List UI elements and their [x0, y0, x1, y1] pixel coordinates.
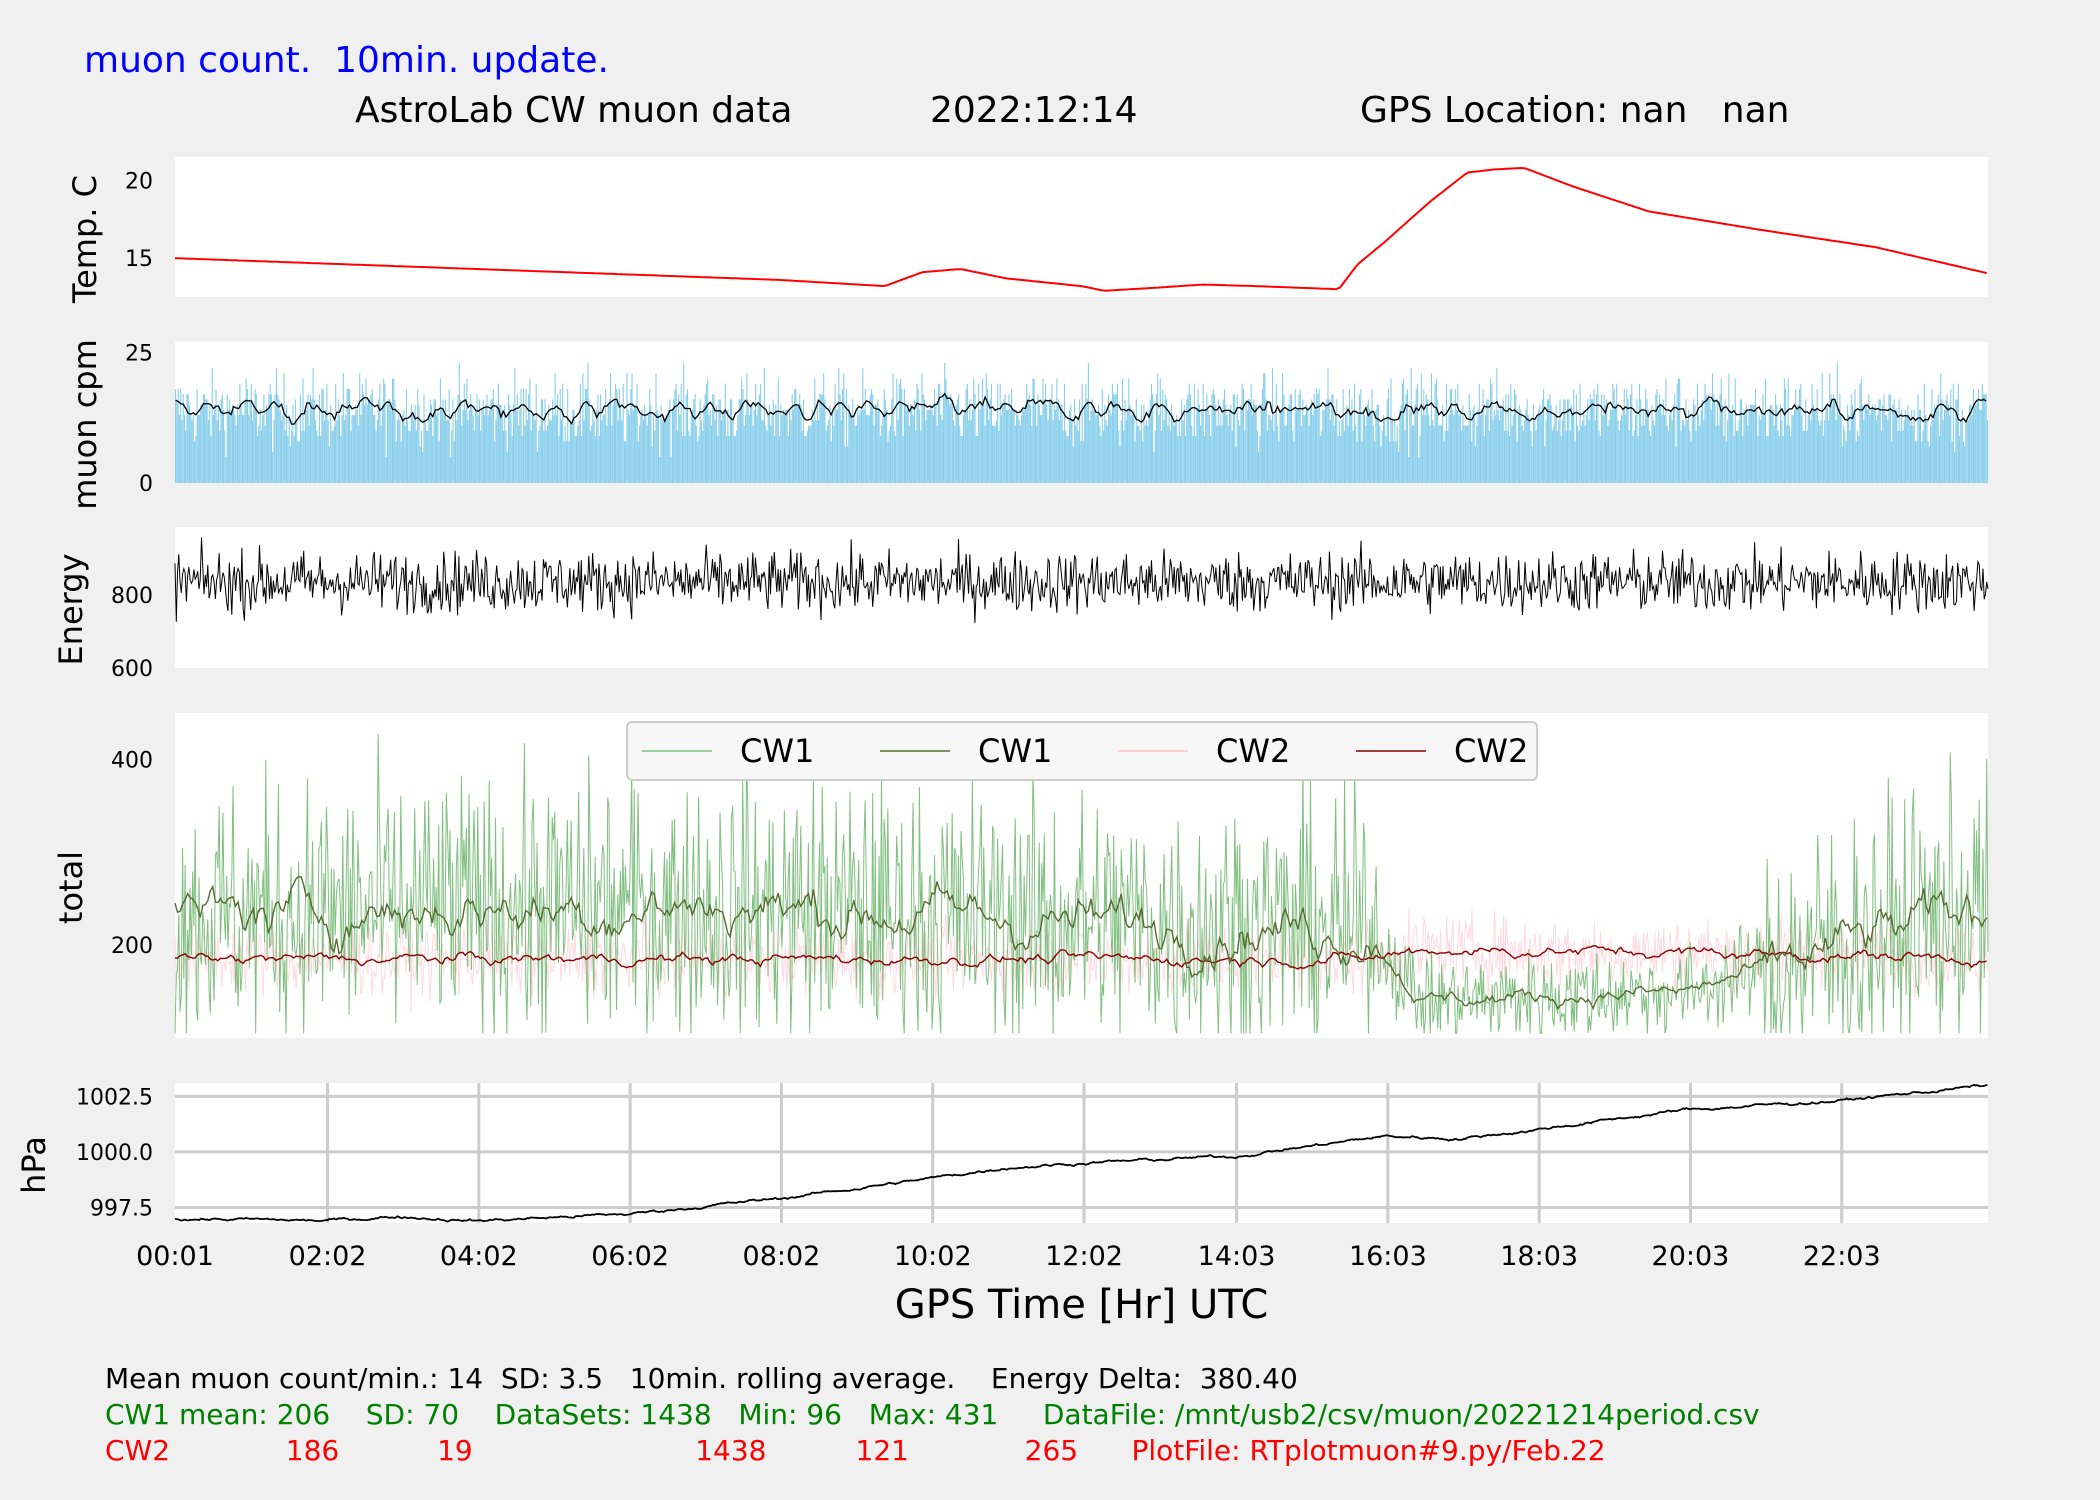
legend-box: [626, 721, 1538, 781]
muon-rolling-average-line: [175, 392, 1987, 425]
y-tick-label-total: 200: [111, 934, 153, 959]
update-note: muon count. 10min. update.: [84, 40, 609, 81]
x-tick-label: 00:01: [136, 1241, 214, 1272]
pressure-line: [174, 1083, 1988, 1223]
plot-area-energy: [175, 527, 1988, 668]
x-tick-label: 20:03: [1652, 1241, 1730, 1272]
x-tick-label: 08:02: [743, 1241, 821, 1272]
y-axis-label-muon: muon cpm: [66, 339, 104, 510]
x-tick-label: 22:03: [1803, 1241, 1881, 1272]
y-tick-label-total: 400: [111, 748, 153, 773]
y-axis-label-total: total: [52, 851, 90, 924]
y-axis-label-energy: Energy: [52, 553, 90, 665]
cw2-average-line: [174, 945, 1987, 970]
energy-line: [174, 537, 1989, 624]
y-tick-label-muon: 25: [125, 341, 153, 366]
legend-label-cw2-average-line: CW2: [1454, 732, 1528, 770]
legend-label-cw1-average-line: CW1: [978, 732, 1052, 770]
footer-cw1-line: CW1 mean: 206 SD: 70 DataSets: 1438 Min:…: [105, 1398, 1760, 1431]
y-tick-label-muon: 0: [139, 472, 153, 497]
x-tick-label: 06:02: [591, 1241, 669, 1272]
x-tick-label: 14:03: [1198, 1241, 1276, 1272]
y-tick-label-energy: 800: [111, 584, 153, 609]
plot-area-temp: [175, 157, 1988, 297]
y-tick-label-energy: 600: [111, 657, 153, 682]
chart-date: 2022:12:14: [930, 90, 1138, 131]
muon-count-bars: [175, 362, 1988, 483]
temp-line: [174, 166, 1987, 292]
x-tick-label: 10:02: [894, 1241, 972, 1272]
legend-label-cw1-raw-line: CW1: [740, 732, 814, 770]
y-tick-label-pressure: 1002.5: [76, 1085, 153, 1110]
y-axis-label-pressure: hPa: [15, 1136, 53, 1194]
y-tick-label-temp: 20: [125, 169, 153, 194]
x-tick-label: 04:02: [440, 1241, 518, 1272]
y-axis-label-temp: Temp. C: [66, 175, 104, 304]
y-tick-label-pressure: 1000.0: [76, 1141, 153, 1166]
legend-label-cw2-raw-line: CW2: [1216, 732, 1290, 770]
x-tick-label: 02:02: [289, 1241, 367, 1272]
chart-title: AstroLab CW muon data: [355, 90, 793, 131]
y-tick-label-temp: 15: [125, 247, 153, 272]
cw1-raw-line: [174, 733, 1989, 1034]
gps-location: GPS Location: nan nan: [1360, 90, 1790, 131]
x-tick-label: 12:02: [1045, 1241, 1123, 1272]
x-tick-label: 18:03: [1500, 1241, 1578, 1272]
footer-summary-line: Mean muon count/min.: 14 SD: 3.5 10min. …: [105, 1362, 1298, 1395]
x-axis-label: GPS Time [Hr] UTC: [895, 1282, 1269, 1328]
y-tick-label-pressure: 997.5: [90, 1196, 153, 1221]
x-tick-label: 16:03: [1349, 1241, 1427, 1272]
footer-cw2-line: CW2 186 19 1438 121 265 PlotFile: RTplot…: [105, 1434, 1606, 1467]
cw1-average-line: [174, 875, 1988, 1011]
